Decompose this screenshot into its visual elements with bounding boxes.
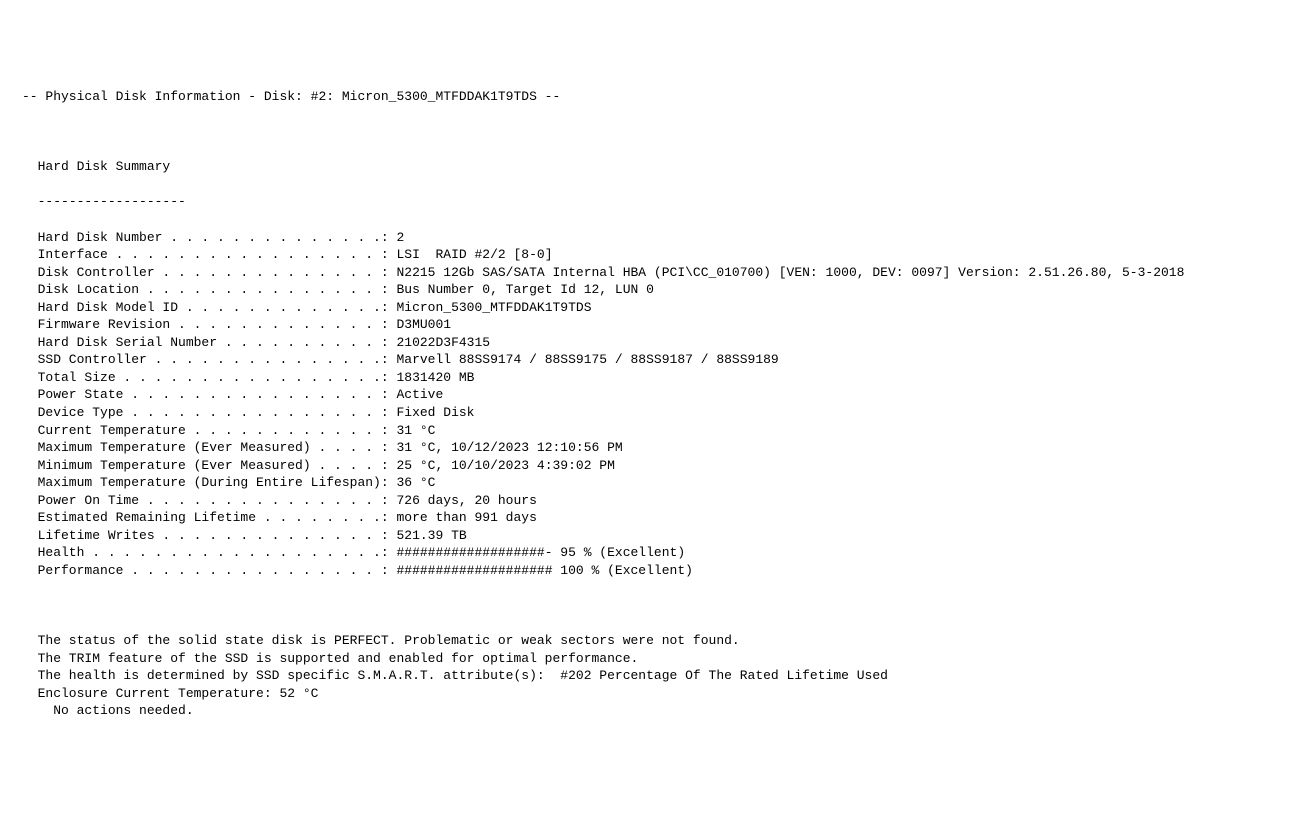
note-line: The health is determined by SSD specific… — [22, 667, 1281, 685]
blank-line — [22, 123, 1281, 141]
info-row-label: Current Temperature . . . . . . . . . . … — [22, 423, 381, 438]
info-row: Performance . . . . . . . . . . . . . . … — [22, 562, 1281, 580]
blank-line — [22, 597, 1281, 615]
info-row-separator: : — [381, 387, 397, 402]
info-row: Disk Location . . . . . . . . . . . . . … — [22, 281, 1281, 299]
info-row-separator: : — [381, 475, 397, 490]
info-row-separator: : — [381, 247, 397, 262]
info-row-label: Total Size . . . . . . . . . . . . . . .… — [22, 370, 381, 385]
info-row-label: Performance . . . . . . . . . . . . . . … — [22, 563, 381, 578]
info-row-label: Interface . . . . . . . . . . . . . . . … — [22, 247, 381, 262]
info-row: Total Size . . . . . . . . . . . . . . .… — [22, 369, 1281, 387]
info-row-separator: : — [381, 440, 397, 455]
info-row-label: Hard Disk Number . . . . . . . . . . . .… — [22, 230, 381, 245]
info-row: Hard Disk Model ID . . . . . . . . . . .… — [22, 299, 1281, 317]
info-row-label: Maximum Temperature (During Entire Lifes… — [22, 475, 381, 490]
info-row-label: Health . . . . . . . . . . . . . . . . .… — [22, 545, 381, 560]
info-row-separator: : — [381, 528, 397, 543]
info-row-value: 1831420 MB — [396, 370, 474, 385]
info-row-label: Disk Controller . . . . . . . . . . . . … — [22, 265, 381, 280]
info-row-label: SSD Controller . . . . . . . . . . . . .… — [22, 352, 381, 367]
info-row: Device Type . . . . . . . . . . . . . . … — [22, 404, 1281, 422]
info-row-separator: : — [381, 545, 397, 560]
info-row-label: Power On Time . . . . . . . . . . . . . … — [22, 493, 381, 508]
info-row-separator: : — [381, 405, 397, 420]
info-row-separator: : — [381, 493, 397, 508]
info-row: Lifetime Writes . . . . . . . . . . . . … — [22, 527, 1281, 545]
info-row: SSD Controller . . . . . . . . . . . . .… — [22, 351, 1281, 369]
info-row: Power On Time . . . . . . . . . . . . . … — [22, 492, 1281, 510]
info-row-value: N2215 12Gb SAS/SATA Internal HBA (PCI\CC… — [396, 265, 1184, 280]
info-row-value: 521.39 TB — [396, 528, 466, 543]
info-row-separator: : — [381, 317, 397, 332]
info-row-label: Maximum Temperature (Ever Measured) . . … — [22, 440, 381, 455]
section-title-text: Hard Disk Summary — [38, 159, 171, 174]
info-row-separator: : — [381, 423, 397, 438]
info-row-value: Bus Number 0, Target Id 12, LUN 0 — [396, 282, 653, 297]
info-row-label: Firmware Revision . . . . . . . . . . . … — [22, 317, 381, 332]
info-row: Maximum Temperature (Ever Measured) . . … — [22, 439, 1281, 457]
note-line: The status of the solid state disk is PE… — [22, 632, 1281, 650]
info-row: Disk Controller . . . . . . . . . . . . … — [22, 264, 1281, 282]
section-divider: ------------------- — [22, 193, 1281, 211]
section-divider-text: ------------------- — [38, 194, 186, 209]
info-row-label: Hard Disk Serial Number . . . . . . . . … — [22, 335, 381, 350]
info-row-label: Disk Location . . . . . . . . . . . . . … — [22, 282, 381, 297]
info-row-value: D3MU001 — [396, 317, 451, 332]
info-row-label: Lifetime Writes . . . . . . . . . . . . … — [22, 528, 381, 543]
info-row-value: 726 days, 20 hours — [396, 493, 536, 508]
info-row: Maximum Temperature (During Entire Lifes… — [22, 474, 1281, 492]
notes-container: The status of the solid state disk is PE… — [22, 632, 1281, 720]
info-row-value: Active — [396, 387, 443, 402]
info-row-value: #################### 100 % (Excellent) — [396, 563, 692, 578]
info-row-separator: : — [381, 265, 397, 280]
info-row-separator: : — [381, 563, 397, 578]
info-row-value: 2 — [396, 230, 404, 245]
info-row-label: Estimated Remaining Lifetime . . . . . .… — [22, 510, 381, 525]
info-row-value: 36 °C — [396, 475, 435, 490]
info-row-separator: : — [381, 335, 397, 350]
info-row-separator: : — [381, 352, 397, 367]
info-row: Hard Disk Serial Number . . . . . . . . … — [22, 334, 1281, 352]
section-title: Hard Disk Summary — [22, 158, 1281, 176]
info-row: Minimum Temperature (Ever Measured) . . … — [22, 457, 1281, 475]
info-row-value: more than 991 days — [396, 510, 536, 525]
info-row: Interface . . . . . . . . . . . . . . . … — [22, 246, 1281, 264]
note-line: Enclosure Current Temperature: 52 °C — [22, 685, 1281, 703]
info-row-value: 25 °C, 10/10/2023 4:39:02 PM — [396, 458, 614, 473]
info-row: Estimated Remaining Lifetime . . . . . .… — [22, 509, 1281, 527]
info-row-label: Device Type . . . . . . . . . . . . . . … — [22, 405, 381, 420]
info-row-separator: : — [381, 458, 397, 473]
info-row-separator: : — [381, 300, 397, 315]
rows-container: Hard Disk Number . . . . . . . . . . . .… — [22, 229, 1281, 580]
info-row-separator: : — [381, 510, 397, 525]
info-row-value: 31 °C, 10/12/2023 12:10:56 PM — [396, 440, 622, 455]
info-row: Firmware Revision . . . . . . . . . . . … — [22, 316, 1281, 334]
info-row-value: Micron_5300_MTFDDAK1T9TDS — [396, 300, 591, 315]
info-row-label: Minimum Temperature (Ever Measured) . . … — [22, 458, 381, 473]
note-line: The TRIM feature of the SSD is supported… — [22, 650, 1281, 668]
info-row-value: Marvell 88SS9174 / 88SS9175 / 88SS9187 /… — [396, 352, 778, 367]
info-row-label: Power State . . . . . . . . . . . . . . … — [22, 387, 381, 402]
info-row: Current Temperature . . . . . . . . . . … — [22, 422, 1281, 440]
info-row-value: ###################- 95 % (Excellent) — [396, 545, 685, 560]
info-row-value: Fixed Disk — [396, 405, 474, 420]
info-row: Health . . . . . . . . . . . . . . . . .… — [22, 544, 1281, 562]
header-title: -- Physical Disk Information - Disk: #2:… — [22, 88, 1281, 106]
info-row-separator: : — [381, 230, 397, 245]
info-row-value: 31 °C — [396, 423, 435, 438]
info-row-label: Hard Disk Model ID . . . . . . . . . . .… — [22, 300, 381, 315]
info-row-separator: : — [381, 370, 397, 385]
info-row: Hard Disk Number . . . . . . . . . . . .… — [22, 229, 1281, 247]
note-line: No actions needed. — [22, 702, 1281, 720]
info-row-separator: : — [381, 282, 397, 297]
info-row-value: LSI RAID #2/2 [8-0] — [396, 247, 552, 262]
info-row-value: 21022D3F4315 — [396, 335, 490, 350]
info-row: Power State . . . . . . . . . . . . . . … — [22, 386, 1281, 404]
